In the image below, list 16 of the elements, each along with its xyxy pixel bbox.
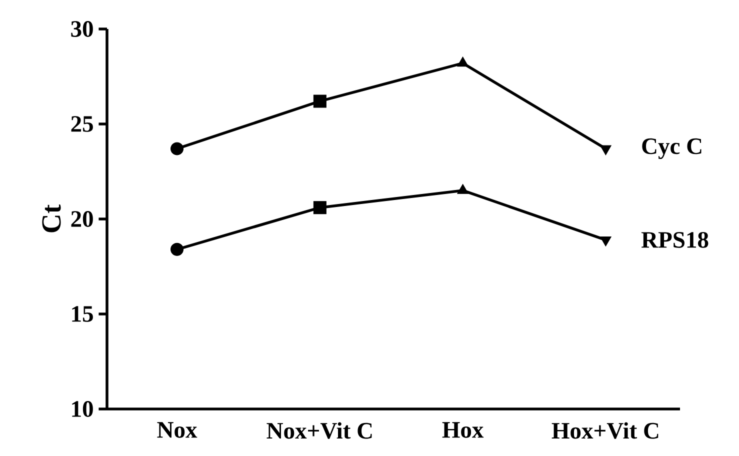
point — [170, 242, 184, 256]
y-tick-label: 10 — [72, 401, 93, 417]
y-tick-label: 20 — [71, 211, 93, 227]
series-label: Cyc C — [642, 138, 702, 160]
y-axis-title: Ct — [42, 204, 61, 232]
y-tick-label: 25 — [71, 116, 93, 132]
point — [313, 94, 326, 108]
point — [313, 201, 326, 214]
series-label: RPS18 — [641, 232, 708, 248]
x-tick-label: Nox — [157, 422, 198, 438]
y-tick-label: 15 — [72, 306, 93, 322]
y-tick-label: 30 — [71, 21, 93, 37]
x-tick-label: Nox+Vit C — [266, 422, 372, 439]
x-tick-label: Hox — [442, 422, 484, 438]
point — [170, 142, 184, 156]
x-tick-label: Hox+Vit C — [552, 422, 658, 439]
